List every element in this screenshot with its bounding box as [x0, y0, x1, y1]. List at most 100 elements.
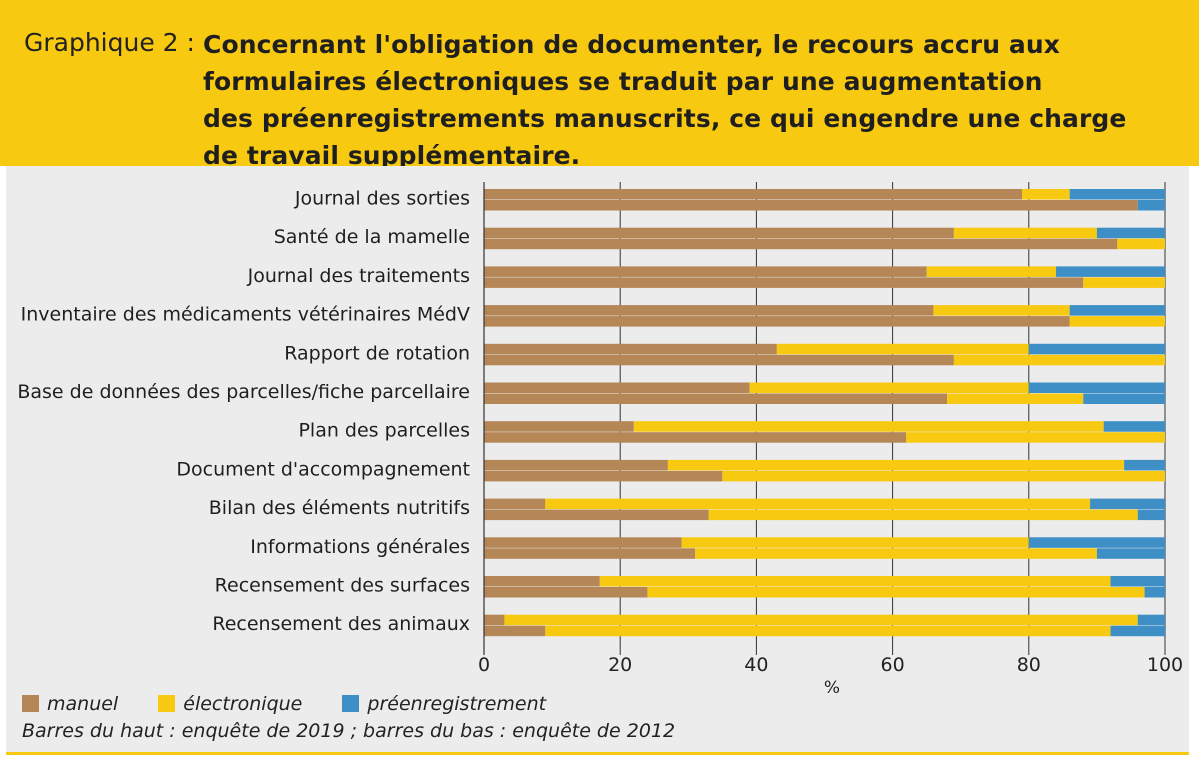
bar-electronique-2019	[667, 459, 1125, 471]
bar-manuel-2012	[484, 509, 709, 521]
x-tick-label: 0	[478, 654, 490, 676]
bar-manuel-2019	[484, 266, 927, 277]
bar-electronique-2012	[545, 625, 1111, 637]
bar-manuel-2019	[484, 614, 505, 626]
x-tick-label: 20	[608, 654, 632, 676]
bar-electronique-2012	[647, 587, 1145, 598]
bar-preenregistrement-2019	[1103, 421, 1165, 432]
category-label: Base de données des parcelles/fiche parc…	[17, 381, 470, 403]
bar-manuel-2019	[484, 576, 600, 587]
category-label: Journal des sorties	[294, 188, 470, 210]
bar-electronique-2019	[933, 305, 1070, 316]
x-tick-label: 80	[1017, 654, 1041, 676]
bar-electronique-2012	[722, 470, 1165, 482]
bar-preenregistrement-2019	[1090, 498, 1165, 510]
graph-title-line: des préenregistrements manuscrits, ce qu…	[203, 104, 1127, 133]
bar-preenregistrement-2019	[1110, 576, 1165, 587]
graph-title-line: formulaires électroniques se traduit par…	[203, 67, 1043, 96]
legend-item-manuel: manuel	[22, 693, 118, 715]
bar-electronique-2019	[1021, 189, 1070, 200]
legend-swatch-manuel	[22, 695, 39, 712]
bar-manuel-2019	[484, 421, 634, 432]
chart-legend: manuel électronique préenregistrement	[22, 693, 580, 715]
category-label: Informations générales	[250, 536, 470, 558]
bar-preenregistrement-2012	[1144, 587, 1165, 598]
x-tick-label: 100	[1147, 654, 1183, 676]
bar-electronique-2019	[633, 421, 1104, 432]
bar-manuel-2019	[484, 459, 668, 471]
bar-electronique-2019	[504, 614, 1138, 626]
bar-preenregistrement-2019	[1124, 459, 1165, 471]
bar-electronique-2019	[545, 498, 1091, 510]
bar-preenregistrement-2019	[1028, 343, 1165, 355]
bar-manuel-2019	[484, 382, 750, 393]
bar-electronique-2012	[708, 509, 1138, 521]
bar-manuel-2019	[484, 498, 546, 510]
bar-electronique-2012	[695, 548, 1097, 559]
legend-item-preenregistrement: préenregistrement	[342, 693, 546, 715]
x-tick-label: 40	[744, 654, 768, 676]
category-label: Recensement des animaux	[212, 613, 470, 635]
bar-manuel-2012	[484, 432, 907, 443]
bar-preenregistrement-2019	[1137, 614, 1165, 626]
bar-electronique-2012	[906, 432, 1165, 443]
legend-swatch-preenregistrement	[342, 695, 360, 712]
bar-electronique-2012	[953, 354, 1165, 366]
legend-label-manuel: manuel	[47, 693, 119, 715]
bar-preenregistrement-2012	[1137, 200, 1165, 211]
bar-manuel-2012	[484, 238, 1118, 250]
bar-manuel-2012	[484, 587, 648, 598]
bar-manuel-2019	[484, 305, 934, 316]
bar-preenregistrement-2012	[1137, 509, 1165, 521]
x-axis-label: %	[824, 678, 840, 698]
legend-swatch-electronique	[158, 695, 176, 712]
legend-label-preenregistrement: préenregistrement	[367, 693, 547, 715]
category-label: Santé de la mamelle	[274, 226, 470, 248]
bar-electronique-2012	[1083, 277, 1165, 288]
bar-preenregistrement-2012	[1110, 625, 1165, 637]
bar-preenregistrement-2019	[1069, 305, 1165, 316]
bar-preenregistrement-2019	[1028, 382, 1165, 393]
bar-preenregistrement-2012	[1096, 548, 1165, 559]
bar-electronique-2019	[926, 266, 1057, 277]
legend-label-electronique: électronique	[183, 693, 303, 715]
category-label: Inventaire des médicaments vétérinaires …	[21, 304, 470, 326]
legend-item-electronique: électronique	[158, 693, 302, 715]
bar-electronique-2019	[681, 537, 1029, 548]
bar-electronique-2019	[749, 382, 1029, 393]
bar-manuel-2012	[484, 470, 723, 482]
chart-panel	[6, 166, 1189, 753]
bar-manuel-2012	[484, 548, 696, 559]
graph-title: Concernant l'obligation de documenter, l…	[203, 26, 1163, 174]
bar-manuel-2012	[484, 316, 1070, 327]
graph-title-line: de travail supplémentaire.	[203, 141, 581, 170]
bar-preenregistrement-2019	[1096, 227, 1165, 239]
category-label: Bilan des éléments nutritifs	[209, 497, 470, 519]
bar-electronique-2019	[599, 576, 1111, 587]
bottom-divider	[6, 752, 1189, 755]
bar-preenregistrement-2012	[1083, 393, 1165, 404]
category-label: Recensement des surfaces	[215, 575, 470, 597]
bar-electronique-2012	[1069, 316, 1165, 327]
header-banner: Graphique 2 : Concernant l'obligation de…	[0, 0, 1199, 170]
bar-manuel-2012	[484, 625, 546, 637]
bar-manuel-2012	[484, 277, 1084, 288]
bar-electronique-2012	[1117, 238, 1165, 250]
bar-manuel-2019	[484, 227, 954, 239]
survey-note: Barres du haut : enquête de 2019 ; barre…	[22, 720, 676, 742]
x-tick-label: 60	[881, 654, 905, 676]
bar-manuel-2012	[484, 393, 948, 404]
bar-manuel-2019	[484, 343, 777, 355]
bar-manuel-2012	[484, 354, 954, 366]
bar-manuel-2019	[484, 537, 682, 548]
category-label: Document d'accompagnement	[176, 458, 470, 480]
bar-electronique-2019	[953, 227, 1097, 239]
bar-preenregistrement-2019	[1028, 537, 1165, 548]
bar-manuel-2012	[484, 200, 1138, 211]
category-label: Journal des traitements	[247, 265, 470, 287]
bar-manuel-2019	[484, 189, 1022, 200]
bar-preenregistrement-2019	[1056, 266, 1165, 277]
graph-title-line: Concernant l'obligation de documenter, l…	[203, 30, 1060, 59]
bar-preenregistrement-2019	[1069, 189, 1165, 200]
